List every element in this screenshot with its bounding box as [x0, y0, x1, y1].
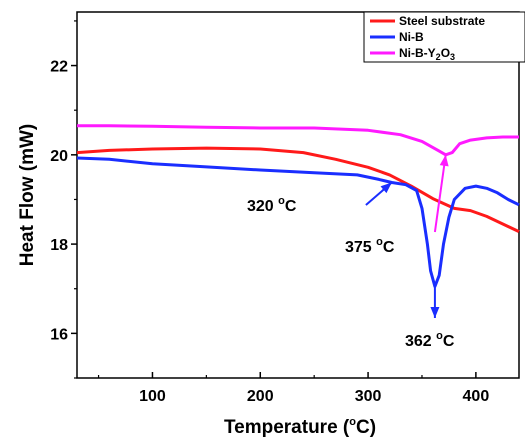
- legend-label-nib-y2o3: Ni-B-Y2O3: [399, 46, 455, 62]
- series-line-1: [76, 156, 520, 288]
- x-tick-label-300: 300: [355, 388, 382, 405]
- x-tick-label-100: 100: [139, 388, 166, 405]
- y-axis-ticks: 16 18 20 22: [50, 20, 77, 379]
- annotation-label-2: 362 oC: [405, 330, 455, 350]
- annotation-label-1: 375 oC: [345, 236, 395, 256]
- y-tick-label-20: 20: [50, 148, 68, 165]
- legend: Steel substrate Ni-B Ni-B-Y2O3: [363, 11, 525, 63]
- annotations: 320 oC 375 oC 362 oC: [247, 154, 455, 350]
- annotation-label-0: 320 oC: [247, 195, 297, 215]
- x-tick-label-400: 400: [463, 388, 490, 405]
- y-axis-title: Heat Flow (mW): [17, 124, 38, 267]
- legend-label-nib: Ni-B: [399, 30, 424, 44]
- plot-area: [76, 11, 520, 379]
- series-line-0: [76, 146, 520, 233]
- annotation-arrowhead-0: [380, 182, 392, 194]
- x-axis-ticks: 100 200 300 400: [97, 372, 490, 405]
- x-tick-label-200: 200: [247, 388, 274, 405]
- series-line-2: [77, 124, 519, 157]
- legend-label-steel: Steel substrate: [399, 14, 485, 28]
- y-tick-label-18: 18: [50, 237, 68, 254]
- annotation-arrowhead-2: [430, 307, 440, 318]
- x-axis-title: Temperature (oC): [224, 416, 376, 438]
- annotation-arrowhead-1: [439, 154, 449, 167]
- y-tick-label-22: 22: [50, 59, 68, 76]
- series-lines: [76, 124, 520, 288]
- annotation-arrow-line-1: [433, 154, 447, 233]
- y-tick-label-16: 16: [50, 326, 68, 343]
